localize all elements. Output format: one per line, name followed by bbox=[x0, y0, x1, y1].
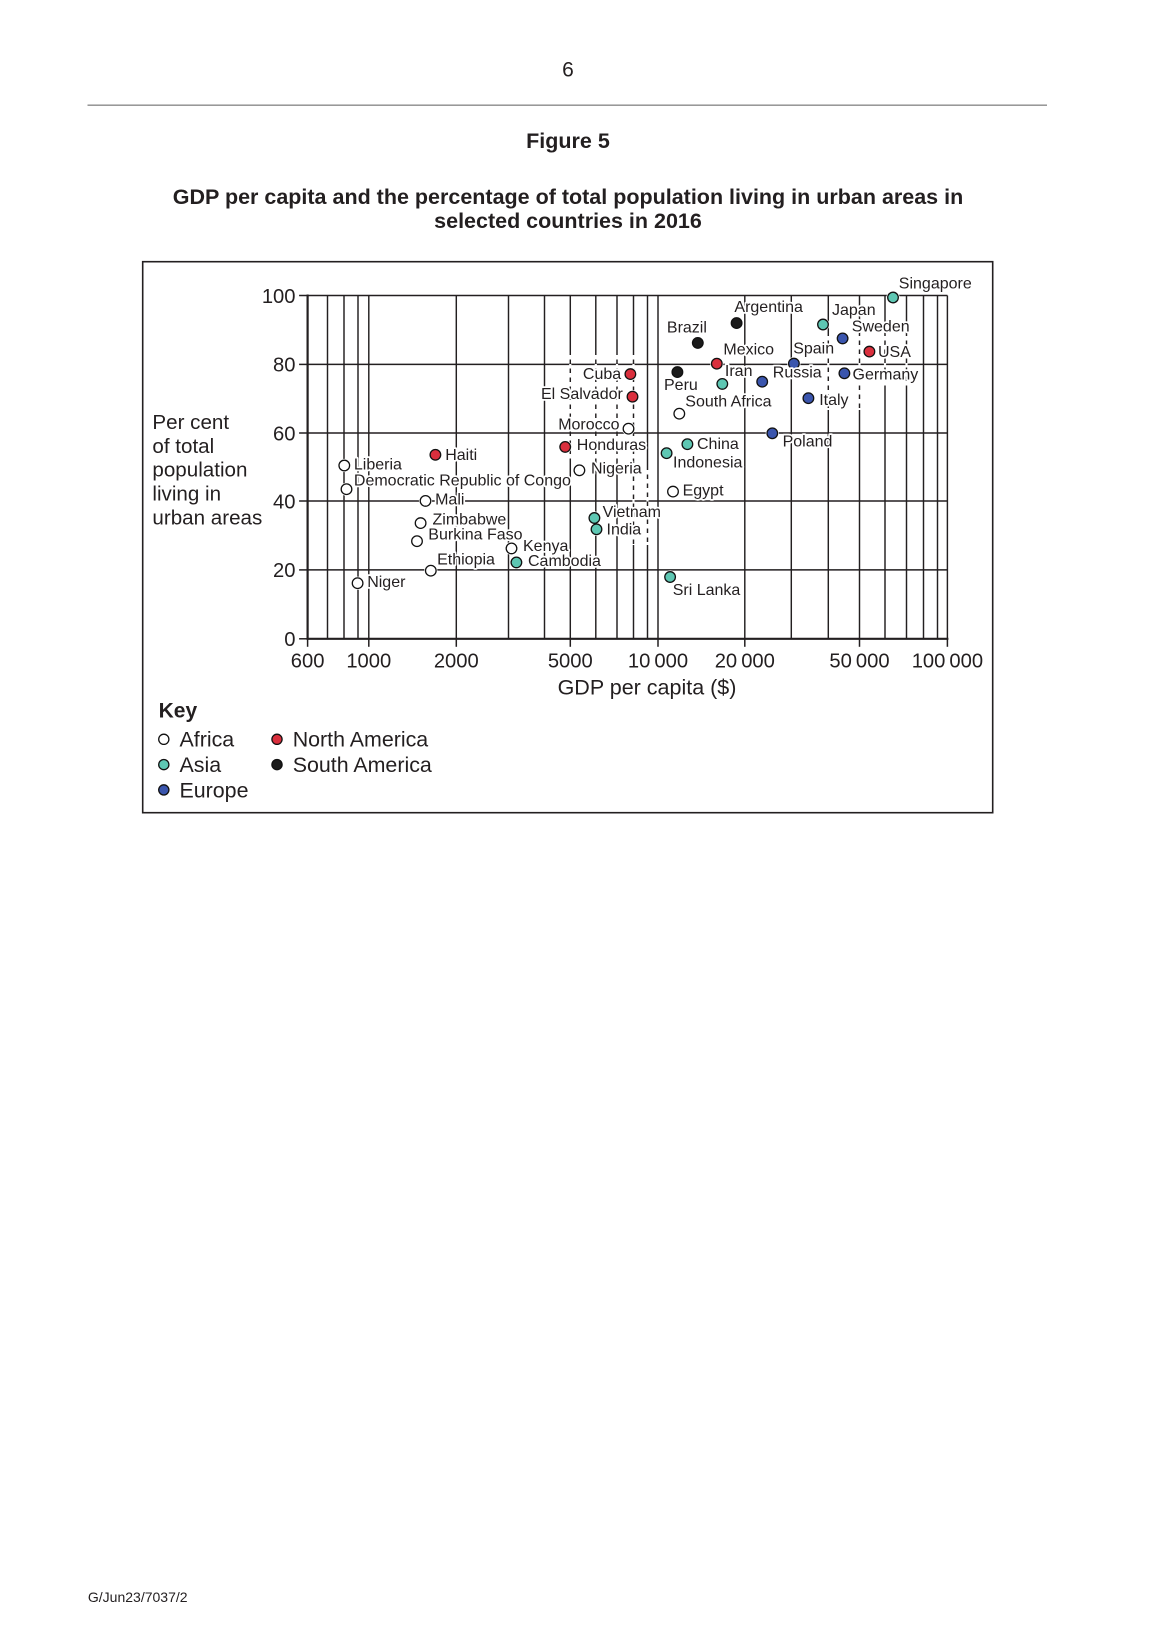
svg-text:50 000: 50 000 bbox=[829, 651, 889, 673]
svg-text:Argentina: Argentina bbox=[734, 299, 803, 316]
svg-text:Spain: Spain bbox=[793, 341, 834, 358]
svg-text:Poland: Poland bbox=[783, 433, 833, 450]
svg-text:1000: 1000 bbox=[346, 651, 391, 673]
svg-text:Per cent: Per cent bbox=[152, 411, 229, 434]
svg-text:Singapore: Singapore bbox=[899, 276, 972, 293]
svg-text:Germany: Germany bbox=[853, 367, 919, 384]
svg-text:Peru: Peru bbox=[664, 377, 698, 394]
svg-text:GDP per capita ($): GDP per capita ($) bbox=[558, 676, 737, 700]
svg-text:Burkina Faso: Burkina Faso bbox=[428, 527, 522, 544]
svg-text:Russia: Russia bbox=[773, 364, 822, 381]
svg-text:Nigeria: Nigeria bbox=[591, 460, 642, 477]
svg-text:Egypt: Egypt bbox=[683, 483, 724, 500]
svg-text:2000: 2000 bbox=[434, 651, 479, 673]
svg-text:Key: Key bbox=[159, 700, 198, 723]
svg-text:India: India bbox=[607, 522, 642, 539]
svg-text:80: 80 bbox=[273, 355, 295, 377]
svg-text:100: 100 bbox=[262, 286, 296, 308]
svg-text:Zimbabwe: Zimbabwe bbox=[433, 512, 507, 529]
svg-text:Liberia: Liberia bbox=[354, 457, 402, 474]
svg-text:Sri Lanka: Sri Lanka bbox=[673, 582, 741, 599]
svg-text:South Africa: South Africa bbox=[685, 393, 771, 410]
svg-text:Indonesia: Indonesia bbox=[673, 455, 742, 472]
svg-text:Figure 5: Figure 5 bbox=[526, 129, 610, 153]
svg-text:Italy: Italy bbox=[819, 392, 848, 409]
svg-text:60: 60 bbox=[273, 423, 295, 445]
svg-text:Honduras: Honduras bbox=[577, 437, 646, 454]
svg-text:Iran: Iran bbox=[725, 363, 753, 380]
svg-text:20: 20 bbox=[273, 560, 295, 582]
svg-text:Democratic Republic of Congo: Democratic Republic of Congo bbox=[354, 473, 571, 490]
svg-text:Kenya: Kenya bbox=[523, 538, 568, 555]
svg-text:Mali: Mali bbox=[435, 492, 464, 509]
svg-text:6: 6 bbox=[562, 59, 574, 82]
svg-text:urban areas: urban areas bbox=[152, 507, 262, 530]
svg-text:Morocco: Morocco bbox=[558, 417, 619, 434]
svg-text:Sweden: Sweden bbox=[852, 319, 910, 336]
svg-text:Japan: Japan bbox=[832, 302, 876, 319]
svg-text:Asia: Asia bbox=[180, 753, 222, 777]
svg-text:living in: living in bbox=[152, 483, 221, 506]
svg-text:South America: South America bbox=[293, 753, 432, 777]
svg-text:USA: USA bbox=[878, 344, 911, 361]
svg-text:Haiti: Haiti bbox=[445, 447, 477, 464]
svg-text:600: 600 bbox=[291, 651, 325, 673]
svg-text:0: 0 bbox=[284, 629, 295, 651]
svg-text:Cuba: Cuba bbox=[583, 366, 621, 383]
svg-text:Niger: Niger bbox=[367, 574, 406, 591]
svg-text:Africa: Africa bbox=[180, 728, 235, 752]
svg-text:100 000: 100 000 bbox=[912, 651, 983, 673]
svg-text:selected countries in 2016: selected countries in 2016 bbox=[434, 209, 702, 233]
svg-text:Europe: Europe bbox=[180, 778, 249, 802]
svg-text:20 000: 20 000 bbox=[715, 651, 775, 673]
svg-text:Cambodia: Cambodia bbox=[528, 553, 601, 570]
svg-text:Brazil: Brazil bbox=[667, 319, 707, 336]
svg-text:population: population bbox=[152, 459, 247, 482]
svg-text:5000: 5000 bbox=[548, 651, 593, 673]
svg-text:GDP per capita and the percent: GDP per capita and the percentage of tot… bbox=[173, 185, 963, 209]
svg-text:G/Jun23/7037/2: G/Jun23/7037/2 bbox=[88, 1589, 188, 1605]
svg-text:40: 40 bbox=[273, 491, 295, 513]
svg-text:El Salvador: El Salvador bbox=[541, 386, 623, 403]
svg-text:10 000: 10 000 bbox=[628, 651, 688, 673]
svg-text:Ethiopia: Ethiopia bbox=[437, 551, 495, 568]
svg-text:Vietnam: Vietnam bbox=[603, 504, 661, 521]
svg-text:Mexico: Mexico bbox=[723, 342, 774, 359]
svg-text:North America: North America bbox=[293, 728, 429, 752]
svg-text:of total: of total bbox=[152, 435, 214, 458]
svg-text:China: China bbox=[697, 436, 739, 453]
